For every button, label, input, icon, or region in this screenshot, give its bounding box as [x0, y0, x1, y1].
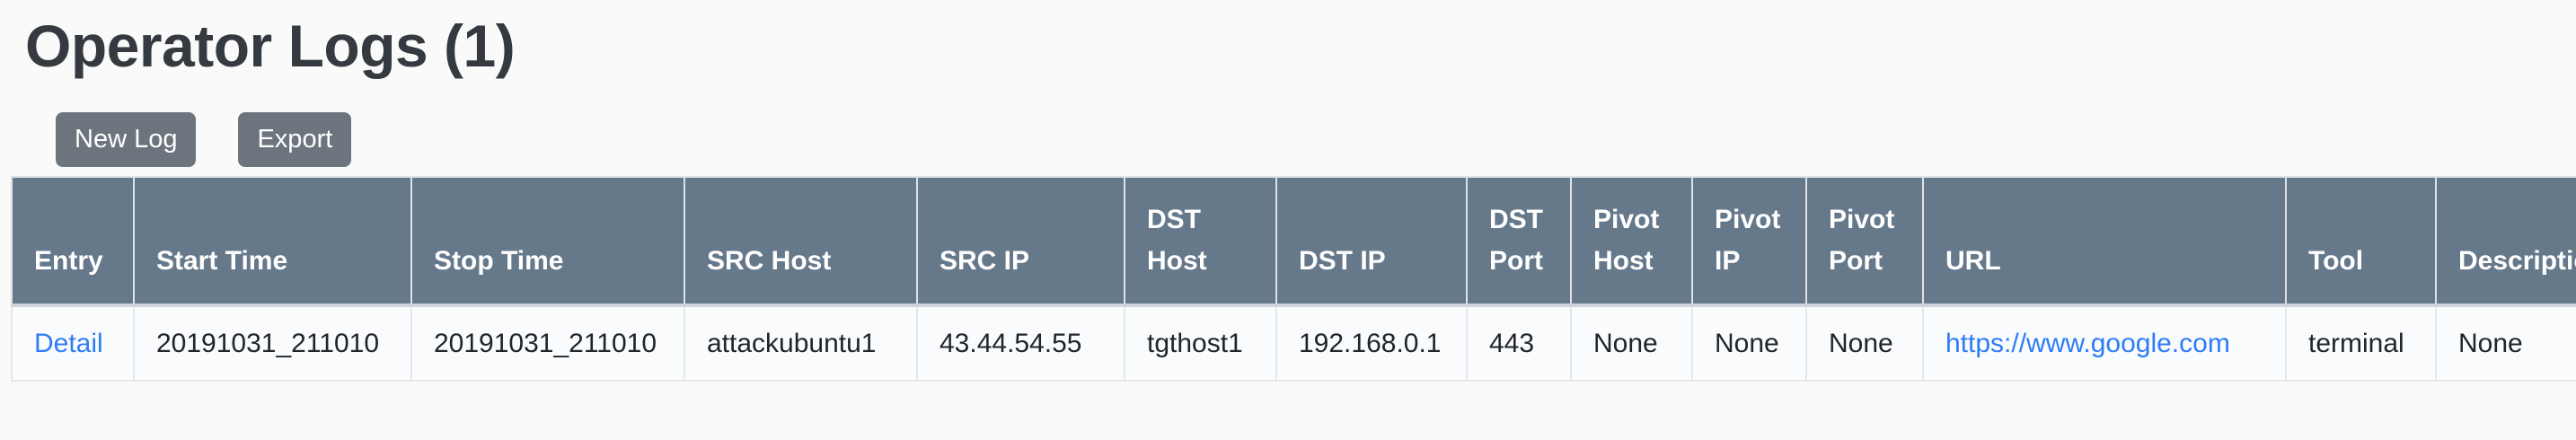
column-header-src-ip: SRC IP: [916, 176, 1125, 307]
cell-description: None: [2435, 304, 2576, 383]
column-header-pivot-port: Pivot Port: [1805, 176, 1924, 307]
cell-tool: terminal: [2285, 304, 2437, 383]
column-header-url: URL: [1922, 176, 2287, 307]
column-header-description: Description: [2435, 176, 2576, 307]
column-header-pivot-ip: Pivot IP: [1691, 176, 1807, 307]
cell-dst-port: 443: [1466, 304, 1572, 383]
cell-entry: Detail: [11, 304, 135, 383]
export-button[interactable]: Export: [238, 112, 352, 168]
column-header-dst-port: DST Port: [1466, 176, 1572, 307]
column-header-tool: Tool: [2285, 176, 2437, 307]
toolbar: New Log Export: [56, 112, 2576, 168]
operator-logs-table: Entry Start Time Stop Time SRC Host SRC IP DS…: [11, 176, 2576, 383]
column-header-src-host: SRC Host: [684, 176, 918, 307]
cell-pivot-host: None: [1570, 304, 1693, 383]
column-header-dst-ip: DST IP: [1275, 176, 1468, 307]
url-link[interactable]: https://www.google.com: [1945, 328, 2230, 358]
cell-src-host: attackubuntu1: [684, 304, 918, 383]
cell-src-ip: 43.44.54.55: [916, 304, 1125, 383]
page-title: Operator Logs (1): [25, 13, 516, 79]
detail-link[interactable]: Detail: [34, 328, 103, 358]
column-header-pivot-host: Pivot Host: [1570, 176, 1693, 307]
cell-dst-host: tgthost1: [1124, 304, 1277, 383]
column-header-entry: Entry: [11, 176, 135, 307]
cell-stop-time: 20191031_211010: [410, 304, 685, 383]
new-log-button[interactable]: New Log: [56, 112, 197, 168]
cell-url: https://www.google.com: [1922, 304, 2287, 383]
cell-pivot-ip: None: [1691, 304, 1807, 383]
operator-logs-table-wrap: Entry Start Time Stop Time SRC Host SRC IP DS…: [11, 176, 2576, 383]
cell-pivot-port: None: [1805, 304, 1924, 383]
table-header-row: Entry Start Time Stop Time SRC Host SRC IP DS…: [11, 176, 2576, 307]
column-header-start-time: Start Time: [133, 176, 412, 307]
cell-start-time: 20191031_211010: [133, 304, 412, 383]
column-header-stop-time: Stop Time: [410, 176, 685, 307]
cell-dst-ip: 192.168.0.1: [1275, 304, 1468, 383]
column-header-dst-host: DST Host: [1124, 176, 1277, 307]
table-row: Detail 20191031_211010 20191031_211010 atta…: [11, 304, 2576, 383]
